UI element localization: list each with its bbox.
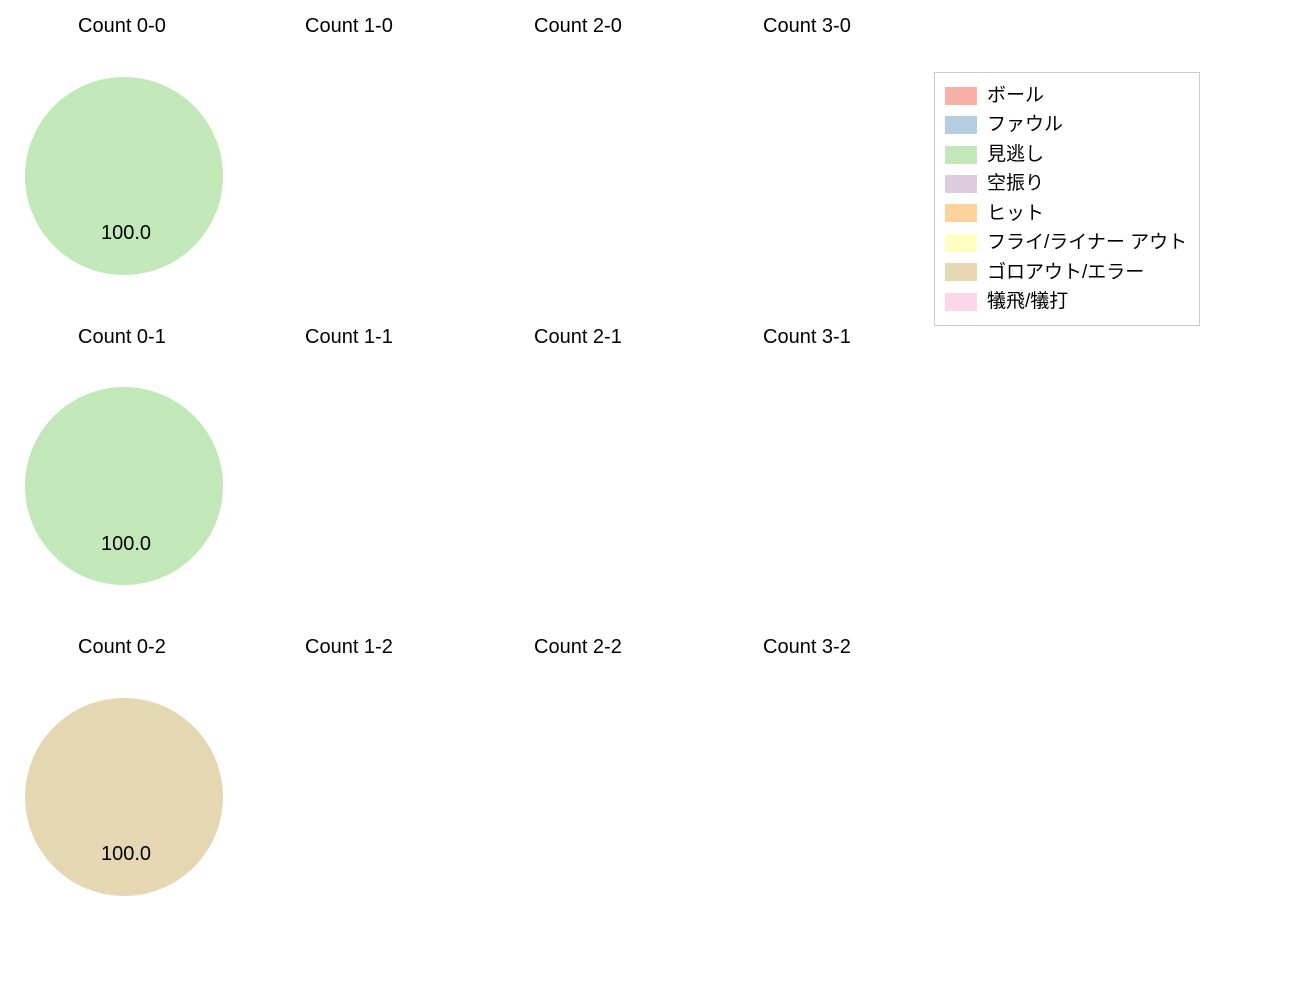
panel-title: Count 3-1 bbox=[763, 326, 851, 349]
legend-item: ボール bbox=[945, 81, 1187, 110]
legend-swatch bbox=[945, 146, 977, 164]
legend-label: フライ/ライナー アウト bbox=[987, 228, 1187, 257]
legend-item: 空振り bbox=[945, 169, 1187, 198]
panel-title: Count 1-2 bbox=[305, 636, 393, 659]
legend-swatch bbox=[945, 175, 977, 193]
legend-item: ファウル bbox=[945, 110, 1187, 139]
pie-value-label: 100.0 bbox=[101, 843, 151, 866]
panel-title: Count 1-1 bbox=[305, 326, 393, 349]
legend-item: フライ/ライナー アウト bbox=[945, 228, 1187, 257]
pie-chart bbox=[25, 698, 223, 896]
legend-item: ヒット bbox=[945, 199, 1187, 228]
legend-label: ボール bbox=[987, 81, 1044, 110]
pie-value-label: 100.0 bbox=[101, 222, 151, 245]
legend-item: ゴロアウト/エラー bbox=[945, 258, 1187, 287]
panel-title: Count 2-1 bbox=[534, 326, 622, 349]
panel-title: Count 0-2 bbox=[78, 636, 166, 659]
pie-value-label: 100.0 bbox=[101, 533, 151, 556]
panel-title: Count 3-0 bbox=[763, 15, 851, 38]
legend-swatch bbox=[945, 87, 977, 105]
legend-box: ボールファウル見逃し空振りヒットフライ/ライナー アウトゴロアウト/エラー犠飛/… bbox=[934, 72, 1200, 326]
legend-label: ゴロアウト/エラー bbox=[987, 258, 1144, 287]
legend-label: 犠飛/犠打 bbox=[987, 287, 1068, 316]
legend-swatch bbox=[945, 116, 977, 134]
legend-item: 犠飛/犠打 bbox=[945, 287, 1187, 316]
legend-label: ファウル bbox=[987, 110, 1063, 139]
legend-swatch bbox=[945, 204, 977, 222]
legend-label: 空振り bbox=[987, 169, 1044, 198]
legend-item: 見逃し bbox=[945, 140, 1187, 169]
legend-label: ヒット bbox=[987, 199, 1044, 228]
panel-title: Count 1-0 bbox=[305, 15, 393, 38]
panel-title: Count 2-2 bbox=[534, 636, 622, 659]
legend-swatch bbox=[945, 293, 977, 311]
legend-swatch bbox=[945, 234, 977, 252]
legend-label: 見逃し bbox=[987, 140, 1044, 169]
pie-chart bbox=[25, 77, 223, 275]
panel-title: Count 0-0 bbox=[78, 15, 166, 38]
panel-title: Count 2-0 bbox=[534, 15, 622, 38]
panel-title: Count 0-1 bbox=[78, 326, 166, 349]
legend-swatch bbox=[945, 263, 977, 281]
panel-title: Count 3-2 bbox=[763, 636, 851, 659]
